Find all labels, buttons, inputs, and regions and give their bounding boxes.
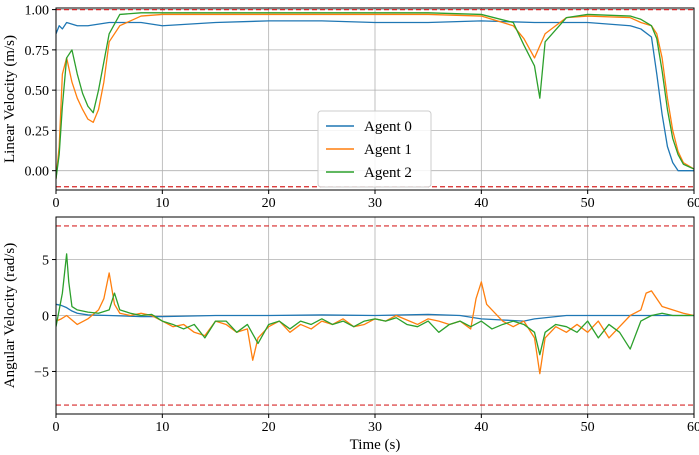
x-tick-label-5: 50 <box>581 196 595 211</box>
y-axis-label: Linear Velocity (m/s) <box>2 35 18 163</box>
legend-label-agent-0: Agent 0 <box>364 119 412 135</box>
y-tick-label-0: −5 <box>34 365 49 380</box>
x-tick-label-3: 30 <box>368 420 382 435</box>
series-line-agent-2 <box>56 12 694 179</box>
x-tick-label-1: 10 <box>155 420 169 435</box>
x-tick-label-2: 20 <box>262 420 276 435</box>
x-tick-label-5: 50 <box>581 420 595 435</box>
legend-label-agent-2: Agent 2 <box>364 165 412 181</box>
y-tick-label-0: 0.00 <box>25 165 50 180</box>
x-tick-label-1: 10 <box>155 196 169 211</box>
y-tick-label-3: 0.75 <box>25 44 50 59</box>
y-tick-label-2: 5 <box>42 254 49 269</box>
legend: Agent 0 Agent 1 Agent 2 <box>317 110 432 188</box>
x-tick-label-0: 0 <box>53 196 60 211</box>
y-axis-label: Angular Velocity (rad/s) <box>2 243 18 389</box>
x-tick-label-6: 60 <box>687 420 699 435</box>
legend-label-agent-1: Agent 1 <box>364 142 412 158</box>
legend-box <box>317 110 432 188</box>
y-tick-label-2: 0.50 <box>25 84 50 99</box>
y-tick-label-1: 0.25 <box>25 124 50 139</box>
x-axis-label: Time (s) <box>350 437 401 453</box>
x-tick-label-4: 40 <box>474 196 488 211</box>
series-line-agent-2 <box>56 253 694 356</box>
series-line-agent-1 <box>56 13 694 179</box>
angular-velocity-panel: 0 10 20 30 40 50 60 −5 0 5 Angular Velocity (rad/s… <box>2 216 699 453</box>
series-line-agent-0 <box>56 20 694 172</box>
y-tick-label-1: 0 <box>42 310 49 325</box>
x-tick-label-0: 0 <box>53 420 60 435</box>
x-tick-label-3: 30 <box>368 196 382 211</box>
x-tick-label-2: 20 <box>262 196 276 211</box>
linear-velocity-panel: 0 10 20 30 40 50 60 0.00 0.25 0.50 0.75 1.00 Linear … <box>2 4 699 211</box>
x-tick-label-6: 60 <box>687 196 699 211</box>
x-tick-label-4: 40 <box>474 420 488 435</box>
y-tick-label-4: 1.00 <box>25 4 50 19</box>
series-line-agent-0 <box>56 303 694 322</box>
